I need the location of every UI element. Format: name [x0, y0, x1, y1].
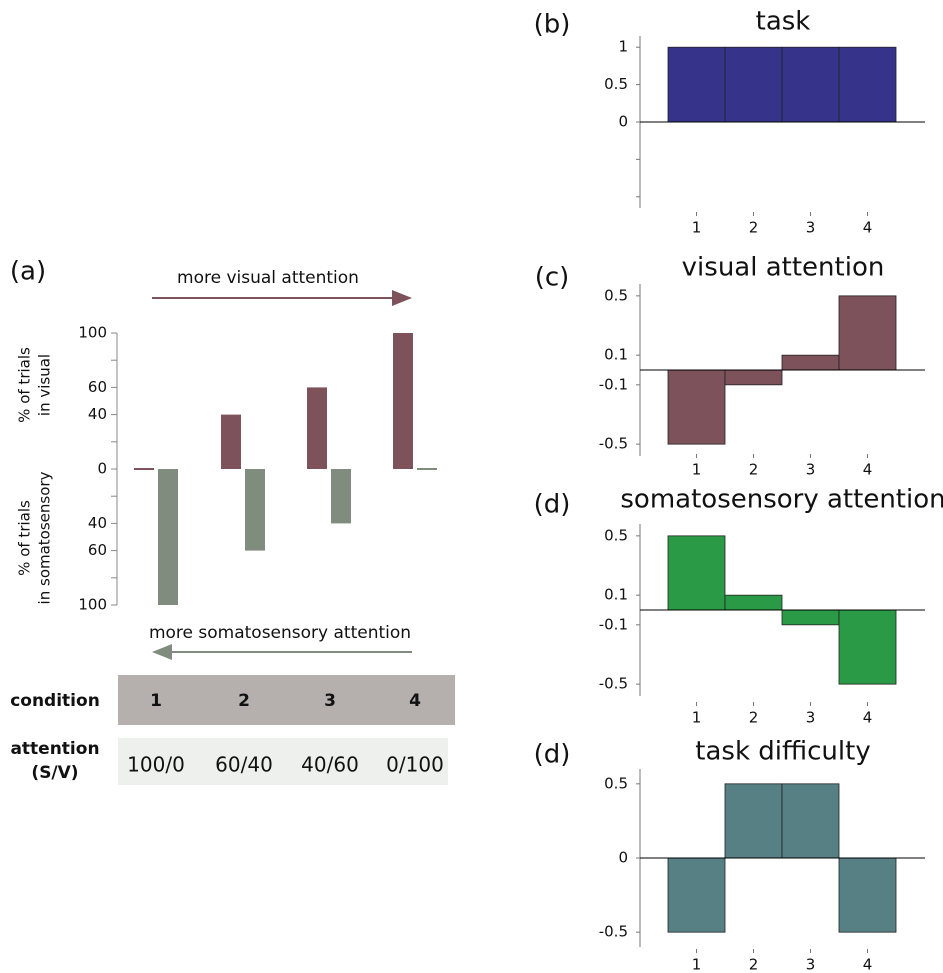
- bar: [393, 333, 413, 469]
- table-header-cell: 2: [238, 691, 250, 711]
- y-tick-label: 0: [97, 460, 107, 478]
- bar: [667, 857, 726, 933]
- y-tick-label: 100: [78, 324, 107, 342]
- y-axis-label: % of trials: [16, 500, 34, 576]
- bar: [158, 469, 178, 605]
- y-tick-label: 0: [618, 849, 628, 867]
- y-axis-label: in visual: [36, 354, 54, 416]
- annotation: more somatosensory attention: [149, 623, 411, 643]
- y-tick-label: 1: [618, 38, 628, 56]
- chart-title: visual attention: [682, 253, 885, 283]
- chart-title: task: [756, 7, 811, 37]
- annotation: more visual attention: [177, 268, 359, 288]
- bar: [417, 468, 437, 470]
- bar: [724, 594, 783, 611]
- table-cell: 0/100: [386, 753, 444, 777]
- bar: [838, 295, 897, 371]
- y-axis-label: % of trials: [16, 347, 34, 423]
- x-tick-label: 2: [749, 461, 759, 479]
- table-cell: 40/60: [301, 753, 359, 777]
- bar: [667, 369, 726, 445]
- x-tick-label: 3: [806, 709, 816, 727]
- table-header-bg: [118, 675, 455, 725]
- panel-label: (a): [10, 257, 46, 287]
- table-header-label: condition: [10, 691, 100, 711]
- x-tick-label: 4: [863, 219, 873, 237]
- x-tick-label: 3: [806, 956, 816, 973]
- chart-title: somatosensory attention: [620, 485, 943, 515]
- bar: [724, 369, 783, 386]
- y-tick-label: 0.5: [604, 75, 628, 93]
- y-tick-label: 0.1: [604, 346, 628, 364]
- bar: [781, 354, 840, 371]
- x-tick-label: 3: [806, 461, 816, 479]
- bar: [221, 414, 241, 469]
- table-header-cell: 4: [409, 691, 421, 711]
- table-header-cell: 3: [324, 691, 336, 711]
- bar: [667, 535, 726, 611]
- x-tick-label: 4: [863, 709, 873, 727]
- bar: [781, 609, 840, 626]
- table-cell: 100/0: [127, 753, 185, 777]
- panel-label: (d): [534, 740, 571, 770]
- table-header-cell: 1: [150, 691, 162, 711]
- x-tick-label: 2: [749, 709, 759, 727]
- panel-label: (d): [534, 490, 571, 520]
- x-tick-label: 2: [749, 956, 759, 973]
- bar: [724, 783, 783, 859]
- table-row-label: attention: [10, 739, 99, 759]
- x-tick-label: 1: [692, 219, 702, 237]
- x-tick-label: 4: [863, 956, 873, 973]
- y-tick-label: 60: [88, 378, 107, 396]
- y-tick-label: 0.5: [604, 286, 628, 304]
- y-tick-label: -0.5: [599, 435, 628, 453]
- bar: [838, 609, 897, 685]
- bar: [245, 469, 265, 551]
- y-tick-label: -0.1: [599, 375, 628, 393]
- y-tick-label: 0.5: [604, 526, 628, 544]
- y-tick-label: 0.1: [604, 586, 628, 604]
- y-tick-label: -0.1: [599, 615, 628, 633]
- y-tick-label: 100: [78, 596, 107, 614]
- y-tick-label: 0.5: [604, 774, 628, 792]
- bar: [838, 857, 897, 933]
- x-tick-label: 3: [806, 219, 816, 237]
- bar: [838, 46, 897, 123]
- table-row-bg: [118, 738, 448, 785]
- bar: [307, 387, 327, 469]
- panel-label: (b): [534, 10, 571, 40]
- table-row-label: (S/V): [31, 763, 78, 783]
- bar: [781, 46, 840, 123]
- bar: [724, 46, 783, 123]
- x-tick-label: 4: [863, 461, 873, 479]
- bar: [331, 469, 351, 524]
- y-tick-label: 40: [88, 405, 107, 423]
- y-axis-label: in somatosensory: [36, 471, 54, 604]
- y-tick-label: -0.5: [599, 923, 628, 941]
- bar: [667, 46, 726, 123]
- y-tick-label: 60: [88, 541, 107, 559]
- y-tick-label: 0: [618, 113, 628, 131]
- x-tick-label: 2: [749, 219, 759, 237]
- x-tick-label: 1: [692, 956, 702, 973]
- y-tick-label: -0.5: [599, 675, 628, 693]
- table-cell: 60/40: [215, 753, 273, 777]
- x-tick-label: 1: [692, 709, 702, 727]
- chart-title: task difficulty: [695, 737, 870, 767]
- x-tick-label: 1: [692, 461, 702, 479]
- bar: [781, 783, 840, 859]
- panel-label: (c): [535, 263, 570, 293]
- y-tick-label: 40: [88, 514, 107, 532]
- bar: [134, 468, 154, 470]
